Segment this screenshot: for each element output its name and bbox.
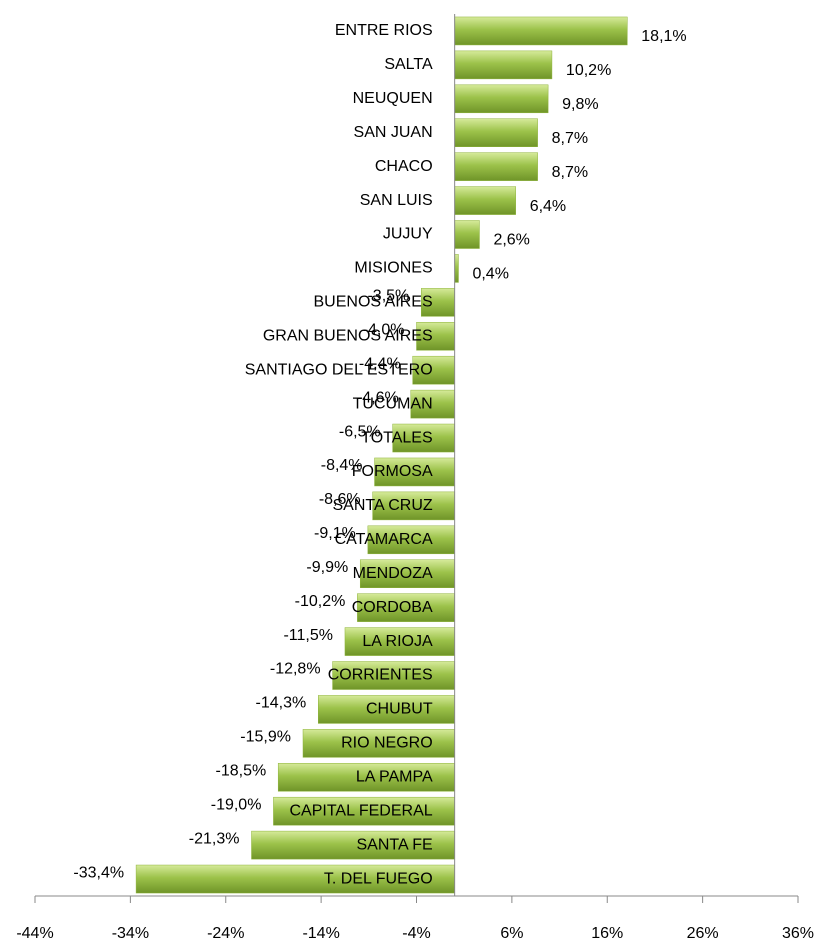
value-label: -3,5% [367,288,409,305]
category-label: CAPITAL FEDERAL [289,802,432,819]
category-label: SANTA CRUZ [332,497,432,514]
bar [454,254,459,283]
value-label: 2,6% [493,232,529,249]
bar [357,593,455,622]
category-label: CHUBUT [366,701,433,718]
value-label: -19,0% [211,796,262,813]
value-label: -33,4% [73,864,124,881]
value-label: 8,7% [552,164,588,181]
bar [416,322,455,351]
category-label: SAN JUAN [354,124,433,141]
bar [421,288,455,317]
category-label: CORRIENTES [328,667,433,684]
category-label: TOTALES [361,429,432,446]
category-label: SAN LUIS [360,192,433,209]
bar [454,152,538,181]
value-label: -9,1% [314,525,356,542]
value-label: -18,5% [216,762,267,779]
category-label: LA RIOJA [362,633,433,650]
bar [374,457,455,487]
value-label: -11,5% [283,627,333,644]
bar [332,661,455,690]
x-tick-label: 16% [591,925,623,942]
value-label: -4,0% [363,321,405,338]
category-label: CHACO [375,158,433,175]
value-label: -8,6% [319,491,361,508]
value-label: -14,3% [256,695,307,712]
value-label: 8,7% [552,130,588,147]
category-label: JUJUY [383,226,433,243]
value-label: 9,8% [562,96,598,113]
value-label: -15,9% [240,729,291,746]
category-label: TUCUMAN [353,395,433,412]
category-label: SANTA FE [356,836,432,853]
bar [454,186,516,215]
value-label: -4,6% [357,389,399,406]
category-label: GRAN BUENOS AIRES [263,327,433,344]
bar [359,559,455,588]
bar [251,830,455,860]
value-label: -9,9% [306,559,348,576]
bar [372,491,455,521]
category-label: SANTIAGO DEL ESTERO [245,361,433,378]
x-tick-label: 6% [500,925,523,942]
category-label: ENTRE RIOS [335,22,433,39]
x-tick-label: -24% [207,925,244,942]
bar [454,118,538,147]
bar [277,763,455,792]
x-tick-label: 26% [687,925,719,942]
bar [454,50,553,80]
category-label: FORMOSA [352,463,433,480]
x-tick-label: -4% [402,925,430,942]
value-label: 18,1% [641,28,686,45]
bar [392,423,455,453]
bar [454,220,480,249]
category-label: SALTA [384,56,433,73]
bar [454,16,628,46]
value-label: -4,4% [359,355,401,372]
value-label: -8,4% [321,457,363,474]
value-label: 10,2% [566,62,611,79]
x-tick-label: -44% [16,925,53,942]
category-label: LA PAMPA [356,768,433,785]
bar [318,695,455,724]
value-label: -6,5% [339,423,381,440]
category-label: T. DEL FUEGO [324,870,433,887]
category-label: CATAMARCA [335,531,433,548]
value-label: -21,3% [189,830,240,847]
x-tick-label: -34% [112,925,149,942]
value-label: 6,4% [530,198,566,215]
category-label: NEUQUEN [353,90,433,107]
value-label: -10,2% [295,593,346,610]
category-label: BUENOS AIRES [313,294,432,311]
category-label: MENDOZA [353,565,433,582]
bar [344,627,455,656]
category-label: RIO NEGRO [341,735,433,752]
category-label: CORDOBA [352,599,433,616]
value-label: -12,8% [270,661,321,678]
x-tick-label: -14% [302,925,339,942]
bar [454,84,549,114]
bar [367,525,455,555]
value-label: 0,4% [472,266,508,283]
category-label: MISIONES [354,260,432,277]
bar [135,864,455,894]
x-tick-label: 36% [782,925,814,942]
